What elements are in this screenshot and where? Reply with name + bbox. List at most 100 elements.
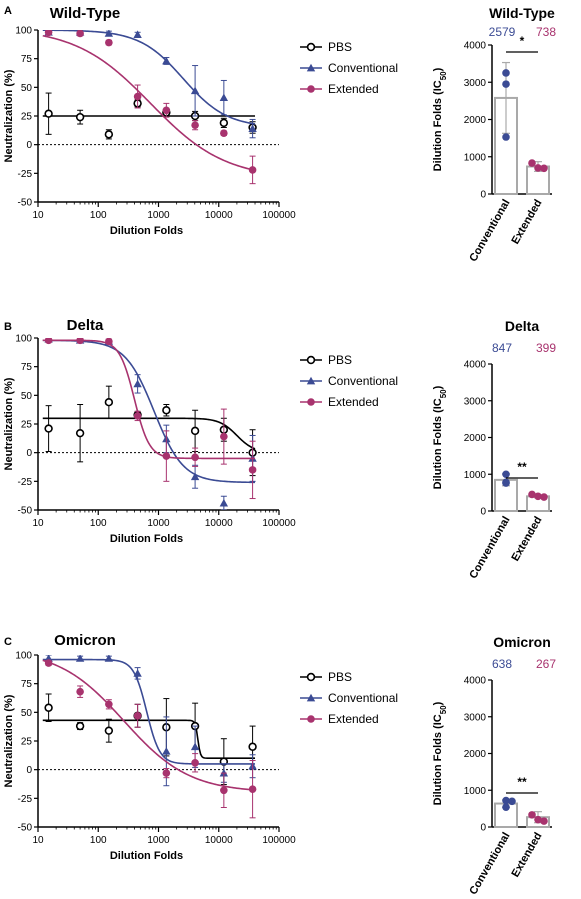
data-point-pbs — [44, 703, 53, 712]
bar-point-extended — [540, 817, 548, 825]
ic50-label-conventional: 638 — [492, 657, 512, 671]
category-label-extended: Extended — [509, 515, 544, 564]
data-point-pbs — [75, 721, 85, 731]
y-tick-label: -50 — [18, 823, 33, 834]
data-point-conventional — [162, 747, 171, 755]
legend-label-conventional: Conventional — [328, 691, 398, 705]
legend-label-extended: Extended — [328, 712, 379, 726]
data-point-extended — [191, 453, 199, 462]
x-axis-label: Dilution Folds — [110, 533, 183, 545]
legend-label-conventional: Conventional — [328, 61, 398, 75]
bar-point-extended — [528, 159, 536, 167]
data-point-conventional — [133, 669, 142, 677]
category-label-conventional: Conventional — [467, 831, 512, 897]
bar-point-conventional — [502, 80, 510, 88]
category-label-extended: Extended — [509, 831, 544, 880]
x-tick-label: 100 — [90, 210, 107, 221]
bar-y-tick-label: 4000 — [464, 676, 487, 687]
data-point-pbs — [44, 424, 53, 433]
bar-point-extended — [534, 164, 542, 172]
data-point-conventional — [104, 30, 114, 37]
data-point-pbs — [104, 726, 114, 735]
bar-point-extended — [540, 493, 548, 501]
category-label-conventional: Conventional — [467, 515, 512, 581]
data-point-extended — [76, 687, 84, 696]
bar-y-axis-label: Dilution Folds (IC50) — [432, 67, 448, 171]
fit-curve-pbs — [42, 719, 256, 759]
significance-label: ** — [517, 460, 527, 474]
data-point-conventional — [190, 86, 200, 95]
bar-chart-title: Wild-Type — [489, 5, 555, 21]
x-tick-label: 10000 — [205, 518, 233, 529]
bar-y-tick-label: 3000 — [464, 396, 487, 407]
y-tick-label: 50 — [21, 83, 33, 94]
data-point-conventional — [75, 655, 85, 662]
y-axis-label: Neutralization (%) — [3, 694, 15, 787]
data-point-extended — [220, 432, 228, 441]
bar-point-conventional — [502, 470, 510, 479]
x-axis-label: Dilution Folds — [110, 850, 183, 862]
y-tick-label: 0 — [26, 140, 32, 151]
data-point-conventional — [190, 742, 200, 751]
data-point-conventional — [219, 93, 229, 102]
x-tick-label: 100 — [90, 835, 107, 846]
legend-marker-conventional — [306, 693, 316, 702]
data-point-pbs — [162, 406, 171, 415]
bar-y-tick-label: 1000 — [464, 152, 487, 163]
data-point-extended — [105, 338, 113, 346]
ic50-label-extended: 399 — [536, 341, 556, 355]
data-point-extended — [44, 338, 53, 345]
fit-curve-extended — [42, 34, 256, 172]
bar-point-conventional — [502, 69, 510, 77]
y-tick-label: 0 — [26, 448, 32, 459]
bar-y-tick-label: 1000 — [464, 470, 487, 481]
bar-y-tick-label: 4000 — [464, 360, 487, 371]
bar-y-tick-label: 1000 — [464, 786, 487, 797]
chart-title: Omicron — [54, 632, 116, 649]
y-tick-label: 100 — [15, 651, 32, 662]
y-tick-label: -25 — [18, 794, 33, 805]
bar-chart-title: Omicron — [493, 634, 551, 650]
plot-area — [42, 655, 257, 819]
bar-y-axis-label-main: Dilution Folds (IC — [432, 714, 444, 805]
significance-label: * — [520, 34, 525, 48]
data-point-conventional — [133, 30, 142, 38]
y-tick-label: 100 — [15, 26, 32, 37]
x-tick-label: 10 — [32, 210, 44, 221]
bar-chart-title: Delta — [505, 318, 539, 334]
data-point-pbs — [219, 118, 229, 128]
y-tick-label: 25 — [21, 112, 33, 123]
series-extended — [42, 338, 257, 500]
x-tick-label: 1000 — [147, 835, 170, 846]
bar-y-axis-label-sub: 50 — [439, 705, 448, 714]
series-extended — [42, 659, 257, 819]
plot-area — [42, 338, 257, 510]
data-point-conventional — [219, 498, 229, 507]
data-point-extended — [133, 711, 142, 720]
data-point-pbs — [190, 426, 200, 436]
legend-marker-extended — [307, 398, 315, 406]
y-tick-label: 25 — [21, 420, 33, 431]
data-point-conventional — [248, 124, 257, 132]
bar-point-conventional — [508, 797, 516, 806]
bar-y-tick-label: 0 — [480, 823, 486, 834]
ic50-label-conventional: 2579 — [489, 25, 516, 39]
plot-area — [42, 30, 257, 185]
bar-point-conventional — [502, 479, 510, 487]
significance-label: ** — [517, 775, 527, 789]
x-tick-label: 10 — [32, 518, 44, 529]
fit-curve-pbs — [42, 417, 256, 450]
bar-y-tick-label: 4000 — [464, 41, 487, 52]
data-point-extended — [191, 121, 199, 129]
y-tick-label: 75 — [21, 679, 33, 690]
data-point-extended — [44, 30, 53, 37]
bar-point-conventional — [502, 133, 510, 141]
data-point-pbs — [75, 112, 85, 122]
bar-point-extended — [534, 492, 542, 501]
neutralization-chart-wild-type: A Wild-Type -50 -25 0 25 50 75 100 10 100 1000 10000… — [3, 5, 398, 237]
y-tick-label: -50 — [18, 198, 33, 209]
x-tick-label: 10 — [32, 835, 44, 846]
ic50-bar-chart-delta: Delta 0 1000 2000 3000 4000 Dilution Folds (IC… — [432, 318, 556, 581]
data-point-pbs — [104, 130, 114, 139]
y-tick-label: 50 — [21, 708, 33, 719]
